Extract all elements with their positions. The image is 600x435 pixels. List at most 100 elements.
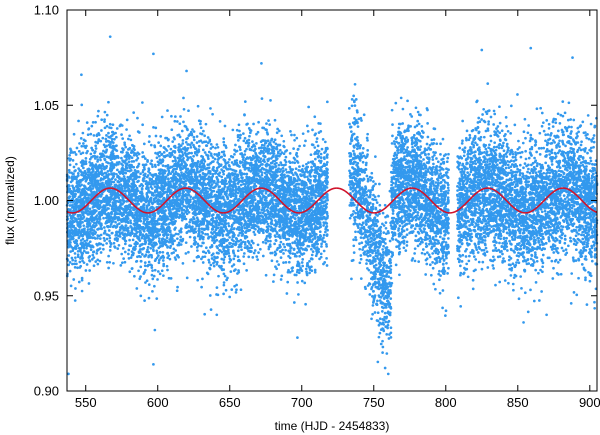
data-point: [119, 263, 123, 267]
data-point: [307, 105, 310, 109]
data-point: [317, 191, 320, 195]
data-point: [169, 155, 172, 158]
data-point: [166, 109, 169, 112]
data-point: [154, 151, 157, 155]
data-point: [248, 246, 252, 250]
data-point: [223, 124, 227, 128]
data-point: [158, 172, 162, 176]
data-point: [74, 287, 77, 290]
data-point: [280, 134, 284, 138]
data-point: [304, 302, 307, 306]
data-point: [91, 206, 95, 209]
data-point: [129, 256, 133, 259]
data-point: [230, 238, 234, 241]
data-point: [91, 253, 95, 257]
data-point: [218, 185, 222, 188]
data-point: [297, 293, 300, 296]
data-point: [287, 171, 291, 174]
data-point: [292, 147, 295, 150]
data-point: [150, 180, 154, 184]
data-point: [274, 147, 278, 150]
data-point: [171, 242, 175, 246]
data-point: [320, 183, 324, 187]
data-point: [131, 144, 135, 148]
data-point: [262, 144, 266, 147]
data-point: [84, 156, 88, 160]
data-point: [292, 301, 296, 304]
data-point: [77, 280, 81, 284]
data-point: [160, 115, 164, 119]
data-point: [170, 114, 173, 118]
data-point: [105, 124, 109, 128]
data-point: [235, 288, 238, 292]
data-point: [237, 234, 240, 237]
data-point: [291, 241, 295, 245]
data-point: [127, 160, 131, 164]
data-point: [92, 134, 96, 137]
data-point: [286, 270, 290, 274]
data-point: [266, 239, 270, 243]
data-point: [147, 260, 151, 264]
data-point: [107, 131, 110, 135]
data-point: [175, 120, 179, 123]
data-point: [96, 114, 100, 118]
data-point: [96, 236, 99, 240]
data-point: [313, 268, 317, 272]
data-point: [255, 255, 259, 258]
data-point: [179, 227, 183, 231]
data-point: [289, 203, 292, 207]
data-point: [263, 209, 266, 213]
data-point: [275, 267, 278, 271]
data-point: [135, 287, 139, 290]
data-point: [152, 194, 155, 197]
data-point: [204, 144, 208, 147]
data-point: [80, 276, 84, 280]
data-point: [89, 245, 93, 249]
data-point: [119, 179, 123, 182]
data-point: [310, 165, 313, 169]
data-point: [246, 247, 249, 250]
data-point: [156, 278, 159, 281]
data-point: [99, 251, 103, 254]
data-point: [226, 187, 230, 191]
data-point: [172, 172, 176, 176]
data-point: [86, 251, 90, 254]
data-point: [290, 219, 294, 223]
data-point: [98, 237, 102, 241]
data-point: [155, 251, 159, 255]
data-point: [304, 231, 308, 235]
data-point: [100, 118, 104, 122]
data-point: [223, 185, 227, 188]
data-point: [305, 162, 308, 166]
data-point: [254, 159, 257, 163]
data-point: [79, 169, 82, 172]
data-point: [237, 228, 241, 232]
data-point: [141, 151, 144, 154]
data-point: [113, 137, 116, 141]
data-point: [195, 216, 199, 220]
data-point: [128, 184, 132, 188]
data-point: [253, 144, 257, 148]
data-point: [108, 122, 112, 126]
data-point: [141, 123, 144, 127]
data-point: [102, 236, 106, 240]
data-point: [318, 212, 322, 216]
data-point: [121, 159, 124, 162]
data-point: [305, 273, 309, 277]
data-point: [222, 261, 226, 265]
data-point: [205, 153, 208, 157]
data-point: [231, 193, 235, 197]
data-point: [249, 243, 253, 247]
data-point: [134, 260, 138, 263]
data-point: [178, 135, 182, 139]
data-point: [129, 221, 133, 225]
data-point: [138, 233, 142, 237]
data-point: [80, 278, 84, 282]
data-point: [162, 264, 165, 268]
data-point: [264, 191, 268, 195]
data-point: [269, 235, 272, 238]
data-point: [69, 284, 73, 288]
data-point: [78, 181, 82, 184]
data-point: [201, 277, 204, 281]
data-point: [293, 138, 296, 142]
